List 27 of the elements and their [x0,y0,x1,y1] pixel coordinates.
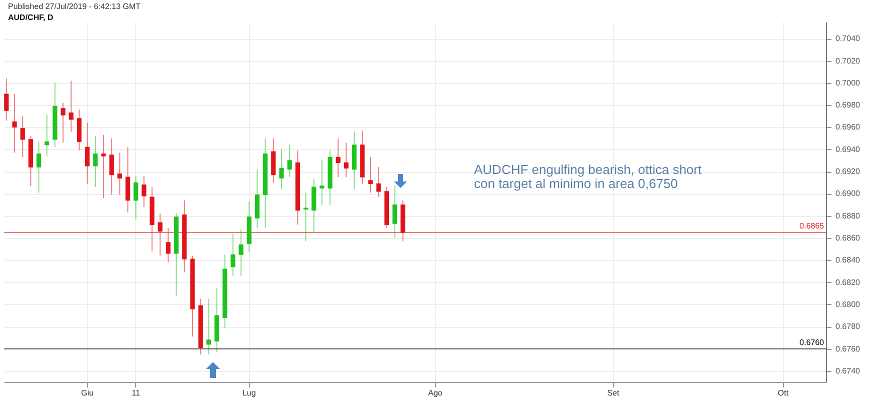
ref-line-label: 0.6865 [800,221,825,230]
y-tick-label: 0.6840 [836,256,861,265]
annotation: AUDCHF engulfing bearish, ottica short con target al minimo in area 0,6750 [474,162,702,191]
y-tick-label: 0.6860 [836,234,861,242]
y-tick-label: 0.6740 [836,366,861,376]
y-tick-label: 0.7000 [836,78,861,88]
y-tick-label: 0.6820 [836,278,861,287]
y-tick-label: 0.6760 [836,344,861,354]
y-tick-label: 0.6800 [836,300,861,309]
x-tick-label: Lug [242,388,256,398]
y-tick-label: 0.7040 [836,34,861,44]
y-tick-label: 0.6940 [836,144,861,154]
x-tick-label: Ott [778,388,790,398]
x-tick-label: Set [607,388,620,398]
x-tick-label: Ago [428,388,443,398]
y-tick-label: 0.6960 [836,122,861,132]
text: Published 27/Jul/2019 - 6:42:13 GMT [8,2,141,11]
y-tick-label: 0.7020 [836,56,861,66]
y-tick-label: 0.6920 [836,167,861,176]
ref-line-label: 0.6760 [800,338,825,347]
y-tick-label: 0.6880 [836,211,861,220]
x-tick-label: 11 [132,388,141,398]
y-tick-label: 0.6900 [836,189,861,198]
y-tick-label: 0.6980 [836,100,861,110]
x-tick-label: Giu [81,388,94,398]
chart-title: AUD/CHF, D [8,13,54,22]
y-tick-label: 0.6780 [836,322,861,332]
